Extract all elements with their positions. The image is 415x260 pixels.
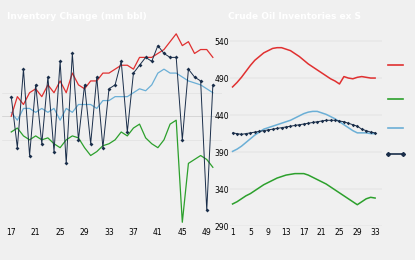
Text: Crude Oil Inventories ex S: Crude Oil Inventories ex S [228,12,361,21]
Text: Inventory Change (mm bbl): Inventory Change (mm bbl) [7,12,146,21]
